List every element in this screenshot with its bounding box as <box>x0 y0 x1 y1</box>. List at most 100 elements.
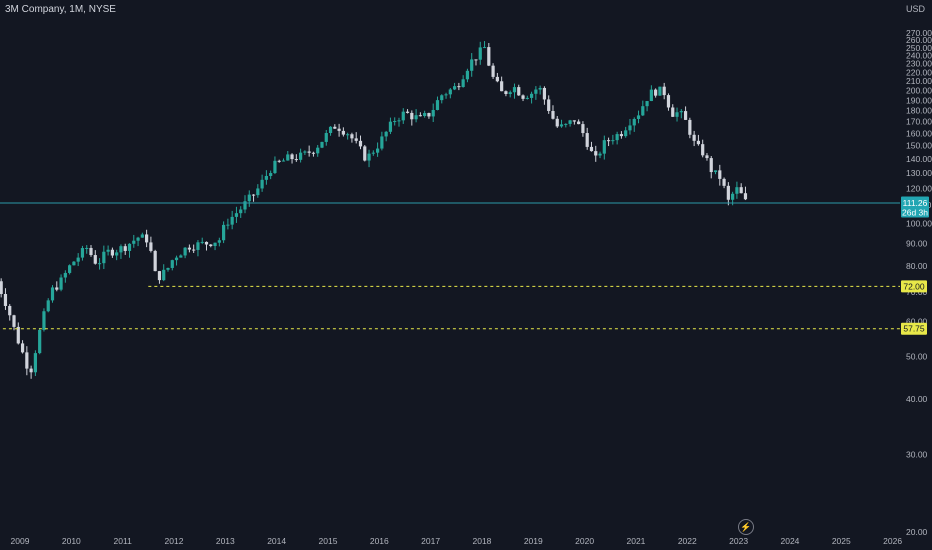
y-tick-label: 20.00 <box>906 527 928 537</box>
x-tick-label: 2026 <box>883 536 902 546</box>
candle-body <box>102 251 106 264</box>
y-tick-label: 80.00 <box>906 261 928 271</box>
candle-body <box>602 140 606 154</box>
candle-body <box>149 242 153 251</box>
candle-body <box>423 113 427 116</box>
candle-body <box>25 352 29 369</box>
x-tick-label: 2020 <box>575 536 594 546</box>
candle-body <box>183 247 187 256</box>
candle-body <box>324 133 328 142</box>
candle-body <box>397 120 401 122</box>
candle-body <box>239 209 243 214</box>
candle-body <box>119 246 123 253</box>
candle-body <box>452 86 457 90</box>
y-tick-label: 260.00 <box>906 35 932 45</box>
candle-body <box>594 151 598 156</box>
candle-body <box>675 112 679 117</box>
candle-body <box>628 125 632 131</box>
candle-body <box>33 353 37 373</box>
candle-body <box>688 119 692 135</box>
candle-body <box>671 107 675 117</box>
candle-body <box>384 131 388 137</box>
candle-body <box>256 188 260 196</box>
candle-body <box>577 121 581 125</box>
candle-body <box>589 146 594 152</box>
candle-body <box>50 287 55 301</box>
candle-body <box>538 87 542 90</box>
lightning-icon[interactable]: ⚡ <box>738 519 754 535</box>
candle-body <box>367 153 371 161</box>
candle-body <box>170 260 174 268</box>
candle-body <box>658 86 662 96</box>
candle-body <box>401 111 405 121</box>
candle-body <box>46 300 50 312</box>
symbol-title[interactable]: 3M Company, 1M, NYSE <box>5 4 116 15</box>
candle-body <box>196 242 200 250</box>
candle-body <box>388 121 393 132</box>
candle-body <box>341 130 345 135</box>
candle-body <box>273 160 277 174</box>
candle-body <box>679 111 683 113</box>
candle-body <box>179 255 183 258</box>
candle-body <box>281 160 286 162</box>
candle-body <box>457 86 461 88</box>
candle-body <box>192 249 196 251</box>
candle-body <box>435 100 440 110</box>
candle-body <box>213 242 217 247</box>
candle-body <box>29 368 33 373</box>
candle-body <box>76 257 80 262</box>
candle-body <box>72 261 76 266</box>
candle-body <box>701 144 705 156</box>
candle-body <box>559 124 564 127</box>
candle-body <box>363 146 367 161</box>
candle-body <box>132 240 136 244</box>
candle-body <box>290 154 294 160</box>
y-tick-label: 60.00 <box>906 316 928 326</box>
current-price-label: 111.26 <box>903 198 928 208</box>
candle-body <box>140 234 144 238</box>
candle-body <box>478 47 482 60</box>
candle-body <box>500 81 504 92</box>
x-tick-label: 2018 <box>473 536 492 546</box>
candle-body <box>153 250 157 272</box>
candle-body <box>286 154 290 161</box>
y-tick-label: 40.00 <box>906 394 928 404</box>
candle-body <box>55 287 59 290</box>
candle-body <box>683 111 688 120</box>
candle-body <box>619 134 624 137</box>
candle-body <box>68 265 72 273</box>
candle-body <box>461 79 465 87</box>
candle-body <box>414 115 418 120</box>
y-tick-label: 160.00 <box>906 128 932 138</box>
candle-body <box>696 140 701 145</box>
candle-body <box>495 76 499 82</box>
candle-body <box>337 128 341 131</box>
y-tick-label: 120.00 <box>906 183 932 193</box>
candle-body <box>85 247 89 249</box>
candle-body <box>581 124 585 134</box>
candle-body <box>311 152 316 154</box>
candle-body <box>739 187 743 194</box>
candle-body <box>645 101 649 107</box>
current-price-tag <box>901 196 929 218</box>
candle-body <box>226 224 230 226</box>
x-tick-label: 2009 <box>11 536 30 546</box>
candle-body <box>320 141 324 148</box>
candle-body <box>264 175 268 180</box>
candle-body <box>654 89 658 96</box>
candle-body <box>200 241 204 243</box>
candle-body <box>555 118 559 127</box>
candle-body <box>405 111 410 113</box>
candle-body <box>529 93 534 98</box>
y-tick-label: 170.00 <box>906 117 932 127</box>
candle-body <box>722 178 726 186</box>
candle-body <box>641 106 645 116</box>
candle-body <box>474 59 478 61</box>
candle-body <box>157 271 162 281</box>
candle-body <box>564 123 568 125</box>
candle-body <box>93 255 97 264</box>
candle-body <box>12 315 16 327</box>
x-tick-label: 2021 <box>626 536 645 546</box>
x-tick-label: 2013 <box>216 536 235 546</box>
